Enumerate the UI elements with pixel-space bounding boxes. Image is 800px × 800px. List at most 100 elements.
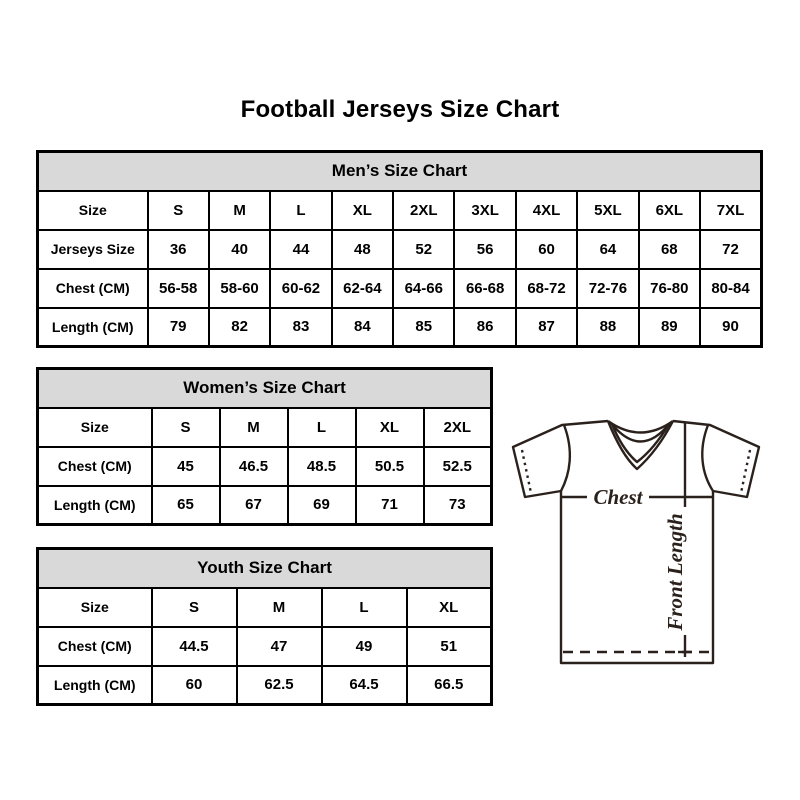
cell: 2XL <box>422 406 493 448</box>
front-length-label: Front Length <box>663 513 687 631</box>
vneck-outer <box>606 420 675 471</box>
table-row: Size S M L XL 2XL 3XL 4XL 5XL 6XL 7XL <box>36 189 763 231</box>
cell: 66-68 <box>453 267 517 309</box>
cell: 40 <box>207 228 272 270</box>
cell: 48.5 <box>286 445 357 487</box>
cell: 60 <box>150 664 238 706</box>
cell: 44 <box>269 228 333 270</box>
cell: 48 <box>330 228 395 270</box>
cell: 51 <box>405 625 493 667</box>
table-section-row: Youth Size Chart <box>36 547 493 589</box>
cell: 65 <box>150 484 221 526</box>
cell: 89 <box>637 306 702 348</box>
mens-table-title: Men’s Size Chart <box>36 150 763 192</box>
cell: L <box>269 189 333 231</box>
table-section-row: Women’s Size Chart <box>36 367 493 409</box>
row-label: Length (CM) <box>36 484 153 526</box>
cell: 73 <box>422 484 493 526</box>
page-title: Football Jerseys Size Chart <box>240 96 560 123</box>
jersey-diagram: Chest Front Length <box>511 419 761 665</box>
table-row: Size S M L XL <box>36 586 493 628</box>
cell: 52 <box>392 228 456 270</box>
row-label: Size <box>36 586 153 628</box>
cell: 76-80 <box>637 267 702 309</box>
cell: 45 <box>150 445 221 487</box>
cell: 90 <box>699 306 763 348</box>
cell: 68-72 <box>514 267 579 309</box>
cell: XL <box>405 586 493 628</box>
cell: 88 <box>576 306 640 348</box>
left-sleeve-seam <box>559 424 572 492</box>
cell: 83 <box>269 306 333 348</box>
table-row: Jerseys Size 36 40 44 48 52 56 60 64 68 … <box>36 228 763 270</box>
womens-size-table: Women’s Size Chart Size S M L XL 2XL Che… <box>36 367 493 526</box>
table-row: Chest (CM) 45 46.5 48.5 50.5 52.5 <box>36 445 493 487</box>
row-label: Length (CM) <box>36 664 153 706</box>
cell: 62.5 <box>235 664 323 706</box>
table-section-row: Men’s Size Chart <box>36 150 763 192</box>
table-row: Chest (CM) 56-58 58-60 60-62 62-64 64-66… <box>36 267 763 309</box>
table-row: Length (CM) 60 62.5 64.5 66.5 <box>36 664 493 706</box>
cell: S <box>150 586 238 628</box>
cell: L <box>320 586 408 628</box>
cell: 49 <box>320 625 408 667</box>
cell: M <box>235 586 323 628</box>
cell: 50.5 <box>354 445 425 487</box>
vneck-inner <box>610 423 671 464</box>
cell: 72 <box>699 228 763 270</box>
cell: 4XL <box>514 189 579 231</box>
cell: M <box>207 189 272 231</box>
cell: 56-58 <box>146 267 210 309</box>
cell: M <box>218 406 289 448</box>
cell: 5XL <box>576 189 640 231</box>
table-row: Size S M L XL 2XL <box>36 406 493 448</box>
cell: 47 <box>235 625 323 667</box>
cell: 64.5 <box>320 664 408 706</box>
cell: 6XL <box>637 189 702 231</box>
cell: 3XL <box>453 189 517 231</box>
cell: 46.5 <box>218 445 289 487</box>
right-sleeve-seam <box>701 424 715 492</box>
row-label: Chest (CM) <box>36 625 153 667</box>
cell: 64-66 <box>392 267 456 309</box>
cell: 60-62 <box>269 267 333 309</box>
cell: 2XL <box>392 189 456 231</box>
cell: 87 <box>514 306 579 348</box>
cell: 62-64 <box>330 267 395 309</box>
table-row: Chest (CM) 44.5 47 49 51 <box>36 625 493 667</box>
cell: 60 <box>514 228 579 270</box>
mens-size-table: Men’s Size Chart Size S M L XL 2XL 3XL 4… <box>36 150 763 348</box>
cell: 64 <box>576 228 640 270</box>
cell: 82 <box>207 306 272 348</box>
cell: L <box>286 406 357 448</box>
cell: 52.5 <box>422 445 493 487</box>
cell: 86 <box>453 306 517 348</box>
cell: 56 <box>453 228 517 270</box>
cell: 71 <box>354 484 425 526</box>
youth-table-title: Youth Size Chart <box>36 547 493 589</box>
cell: XL <box>354 406 425 448</box>
cell: 79 <box>146 306 210 348</box>
right-cuff-stitch <box>739 449 752 494</box>
chest-label: Chest <box>593 485 643 509</box>
cell: 68 <box>637 228 702 270</box>
row-label: Size <box>36 189 149 231</box>
cell: 66.5 <box>405 664 493 706</box>
cell: 7XL <box>699 189 763 231</box>
cell: 72-76 <box>576 267 640 309</box>
cell: 84 <box>330 306 395 348</box>
left-cuff-stitch <box>520 449 533 494</box>
youth-size-table: Youth Size Chart Size S M L XL Chest (CM… <box>36 547 493 706</box>
table-row: Length (CM) 65 67 69 71 73 <box>36 484 493 526</box>
table-row: Length (CM) 79 82 83 84 85 86 87 88 89 9… <box>36 306 763 348</box>
cell: 36 <box>146 228 210 270</box>
cell: 58-60 <box>207 267 272 309</box>
cell: 44.5 <box>150 625 238 667</box>
cell: S <box>146 189 210 231</box>
row-label: Chest (CM) <box>36 267 149 309</box>
cell: 85 <box>392 306 456 348</box>
cell: XL <box>330 189 395 231</box>
row-label: Chest (CM) <box>36 445 153 487</box>
cell: 69 <box>286 484 357 526</box>
